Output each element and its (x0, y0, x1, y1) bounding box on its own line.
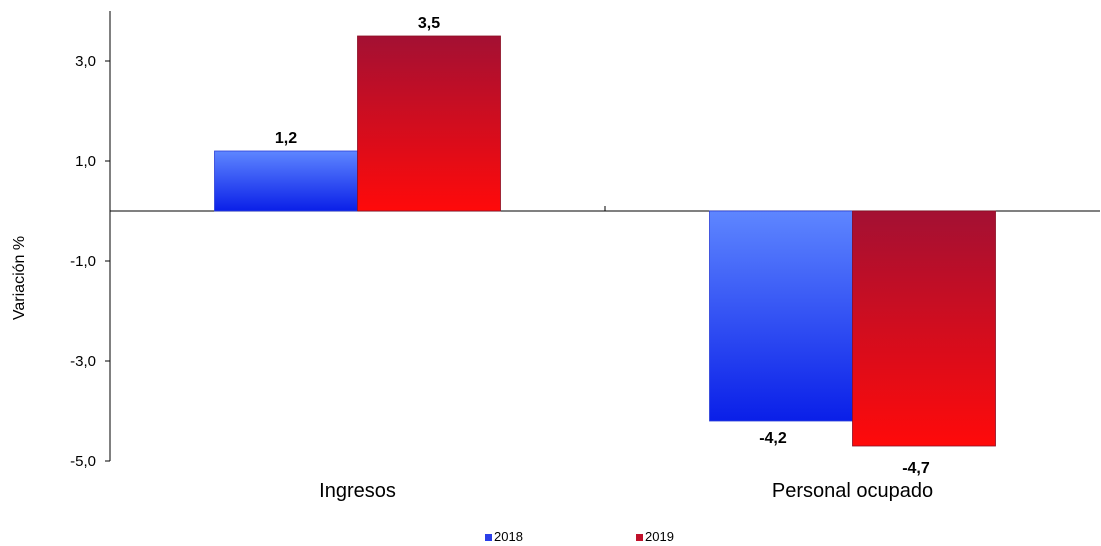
bar-2018-personal-ocupado (709, 210, 853, 422)
legend-swatch-2019 (636, 534, 643, 541)
y-tick-label: 3,0 (75, 53, 96, 70)
y-tick-label: -3,0 (70, 353, 96, 370)
category-label: Ingresos (319, 480, 396, 502)
bar-2018-ingresos (214, 150, 358, 212)
legend-swatch-2018 (485, 534, 492, 541)
data-label: 3,5 (418, 15, 440, 32)
category-labels: Ingresos Personal ocupado (319, 480, 933, 502)
legend: 2018 2019 (485, 529, 674, 544)
bars (214, 35, 996, 447)
y-tick-label: -5,0 (70, 453, 96, 470)
legend-label: 2018 (494, 529, 523, 544)
legend-label: 2019 (645, 529, 674, 544)
data-label: -4,7 (902, 460, 930, 477)
data-label: -4,2 (759, 430, 787, 447)
category-label: Personal ocupado (772, 480, 933, 502)
y-tick-label: 1,0 (75, 153, 96, 170)
data-label: 1,2 (275, 130, 297, 147)
bar-2019-ingresos (357, 35, 501, 212)
data-labels: 1,2 3,5 -4,2 -4,7 (275, 15, 930, 477)
y-axis: 3,0 1,0 -1,0 -3,0 -5,0 (70, 11, 111, 470)
y-tick-label: -1,0 (70, 253, 96, 270)
y-axis-title: Variación % (11, 236, 28, 320)
bar-2019-personal-ocupado (852, 210, 996, 447)
